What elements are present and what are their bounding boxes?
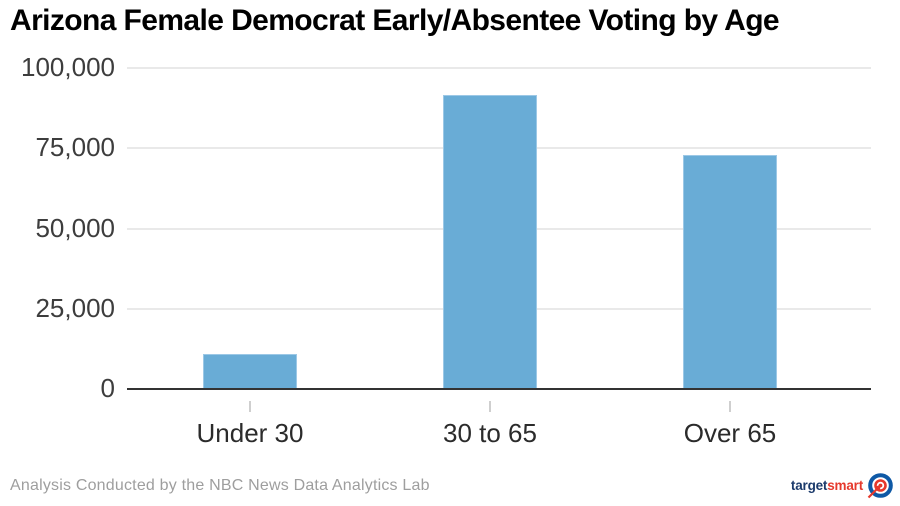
bar-30-to-65 [443, 95, 537, 389]
x-tick-label: Over 65 [683, 418, 777, 448]
grid-line [127, 67, 871, 69]
y-tick-label: 50,000 [35, 212, 115, 243]
y-tick-label: 75,000 [35, 132, 115, 163]
targetsmart-logo: targetsmart [791, 471, 894, 501]
logo-word-target: target [790, 478, 828, 494]
x-tick-label: 30 to 65 [443, 418, 537, 448]
x-tick-mark [249, 401, 251, 412]
x-axis-line [127, 388, 871, 390]
bar-over-65 [683, 154, 777, 389]
x-tick-mark [489, 401, 491, 412]
bullseye-arrow-icon [867, 473, 893, 499]
bar-under-30 [203, 353, 297, 389]
credit-text: Analysis Conducted by the NBC News Data … [10, 477, 430, 494]
y-tick-label: 100,000 [21, 51, 115, 82]
y-tick-label: 0 [100, 372, 115, 403]
logo-word-smart: smart [827, 478, 863, 494]
x-tick-label: Under 30 [196, 418, 304, 448]
x-tick-mark [729, 401, 731, 412]
logo-wordmark: targetsmart [791, 479, 863, 493]
chart-title: Arizona Female Democrat Early/Absentee V… [10, 4, 780, 37]
y-tick-label: 25,000 [35, 292, 115, 323]
